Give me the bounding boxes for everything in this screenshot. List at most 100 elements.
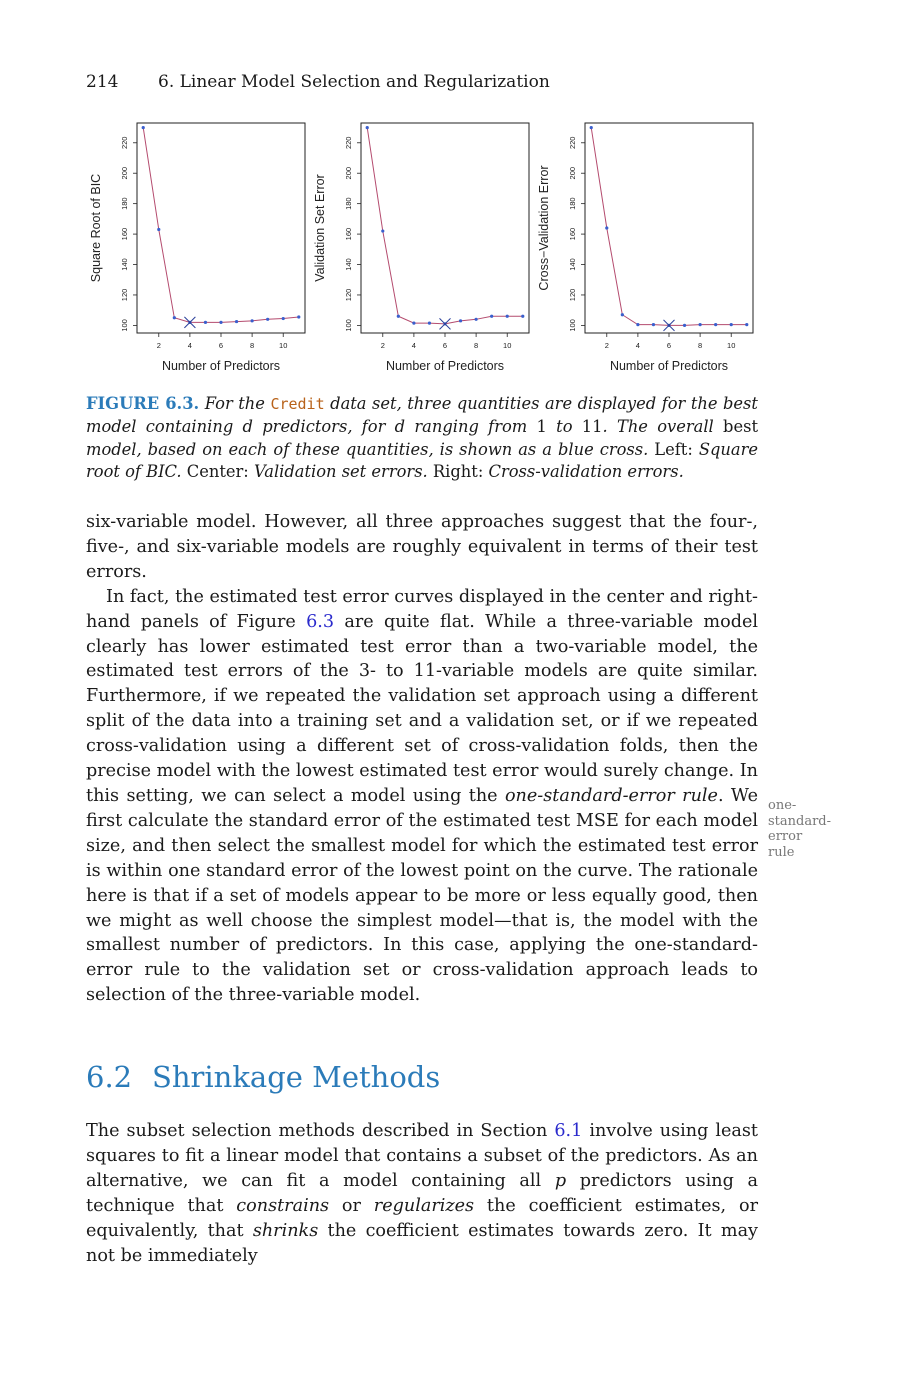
series-line <box>142 127 299 323</box>
y-tick-label: 160 <box>120 228 129 241</box>
text-run: predictors using a technique that <box>86 1170 758 1216</box>
best-model-cross <box>184 316 196 329</box>
dataset-name: Credit <box>270 395 325 413</box>
x-tick-label: 10 <box>279 341 287 350</box>
x-tick-label: 4 <box>636 341 640 350</box>
x-tick-label: 4 <box>412 341 416 350</box>
y-tick-label: 100 <box>568 319 577 332</box>
caption-panel-label: Center: <box>186 462 249 482</box>
data-point <box>172 316 176 320</box>
x-tick-label: 8 <box>250 341 254 350</box>
body-column: six-variable model. However, all three a… <box>86 510 758 1008</box>
figure-6-3: 100 120 140 160 180 200 220 2 4 6 8 10 Number of Pre… <box>84 115 764 385</box>
section-title: Shrinkage Methods <box>152 1060 441 1094</box>
data-point <box>365 125 369 130</box>
math-var: p <box>554 1170 567 1191</box>
y-tick-label: 120 <box>344 289 353 302</box>
x-axis-label: Number of Predictors <box>610 359 728 373</box>
data-point <box>412 321 416 325</box>
data-point <box>474 317 478 321</box>
y-axis-label: Validation Set Error <box>313 174 327 281</box>
caption-text: . The overall <box>602 416 714 436</box>
x-axis-label: Number of Predictors <box>386 359 504 373</box>
section-ref-link[interactable]: 6.1 <box>554 1121 583 1141</box>
caption-text: Validation set errors. <box>253 462 428 482</box>
text-run: . We first calculate the standard error … <box>86 785 758 1006</box>
caption-text: to <box>556 416 573 436</box>
y-tick-label: 140 <box>344 258 353 271</box>
section-heading: 6.2 Shrinkage Methods <box>86 1060 440 1094</box>
data-point <box>729 323 733 327</box>
data-point <box>234 319 239 324</box>
best-model-cross-stroke <box>439 318 451 330</box>
x-tick-label: 8 <box>474 341 478 350</box>
chart-bic: 100 120 140 160 180 200 220 2 4 6 8 10 Number of Pre… <box>89 122 306 373</box>
best-model-cross-stroke <box>663 319 675 332</box>
x-tick-label: 4 <box>188 341 192 350</box>
y-tick-label: 140 <box>120 258 129 271</box>
data-point <box>381 229 385 233</box>
series-line <box>366 127 523 325</box>
data-point <box>250 319 254 323</box>
caption-text: Cross-validation errors. <box>488 462 684 482</box>
term-emphasis: one-standard-error rule <box>504 785 718 806</box>
data-point <box>427 321 432 325</box>
running-title: 6. Linear Model Selection and Regulariza… <box>158 72 550 92</box>
text-run: The subset selection methods described i… <box>86 1121 555 1141</box>
margin-note: one- standard- error rule <box>768 798 848 860</box>
running-header: 214 6. Linear Model Selection and Regular… <box>86 72 550 92</box>
x-tick-label: 10 <box>727 341 735 350</box>
data-point <box>157 227 161 232</box>
y-tick-label: 200 <box>568 167 577 180</box>
best-model-cross-stroke <box>184 316 196 329</box>
data-point <box>605 226 609 230</box>
x-tick-label: 2 <box>605 341 609 350</box>
data-point <box>745 323 749 327</box>
data-point <box>141 125 145 130</box>
term-emphasis: regularizes <box>373 1195 475 1216</box>
text-run: are quite flat. While a three-variable m… <box>86 611 758 806</box>
data-point <box>698 323 702 327</box>
math-var: d <box>242 416 253 436</box>
x-tick-label: 6 <box>219 341 223 350</box>
x-tick-label: 6 <box>443 341 447 350</box>
plot-frame <box>360 122 530 334</box>
data-point <box>636 323 640 327</box>
margin-note-line: error <box>768 829 803 844</box>
figure-caption: FIGURE 6.3. For the Credit data set, thr… <box>86 393 758 484</box>
paragraph-3: The subset selection methods described i… <box>86 1119 758 1268</box>
data-point <box>682 323 687 327</box>
figure-ref-link[interactable]: 6.3 <box>306 611 335 632</box>
y-tick-label: 180 <box>120 197 129 210</box>
y-tick-label: 120 <box>120 289 129 302</box>
plot-frame <box>136 122 306 334</box>
paragraph-2: In fact, the estimated test error curves… <box>86 585 758 1008</box>
chart-validation: 100 120 140 160 180 200 220 2 4 6 8 10 Number of Pre… <box>313 122 530 373</box>
data-point <box>219 320 223 324</box>
data-point <box>505 314 509 318</box>
caption-text: ranging from <box>414 416 528 436</box>
best-model-cross <box>663 319 675 332</box>
x-tick-label: 2 <box>157 341 161 350</box>
caption-panel-label: Left: <box>654 439 693 459</box>
y-axis-label: Cross−Validation Error <box>537 165 551 290</box>
caption-text: model, based on each of these quantities… <box>86 439 649 459</box>
y-axis-label: Square Root of BIC <box>89 174 103 282</box>
x-tick-label: 8 <box>698 341 702 350</box>
text-run: or <box>329 1195 374 1216</box>
data-point <box>620 313 624 317</box>
text-run: In fact, the estimated test error curves… <box>86 586 758 632</box>
data-point <box>521 314 525 318</box>
y-tick-label: 220 <box>568 137 577 150</box>
math-num: 11 <box>581 416 603 436</box>
section-number: 6.2 <box>86 1060 133 1094</box>
caption-text: data set, three quantities are displayed… <box>86 394 758 436</box>
data-point <box>297 315 301 319</box>
y-tick-label: 200 <box>120 167 129 180</box>
caption-text: Square root of BIC. <box>86 439 758 482</box>
term-emphasis: shrinks <box>252 1220 319 1241</box>
data-point <box>396 314 400 318</box>
data-point <box>281 316 285 321</box>
data-point <box>490 314 494 318</box>
term-emphasis: constrains <box>236 1195 330 1216</box>
